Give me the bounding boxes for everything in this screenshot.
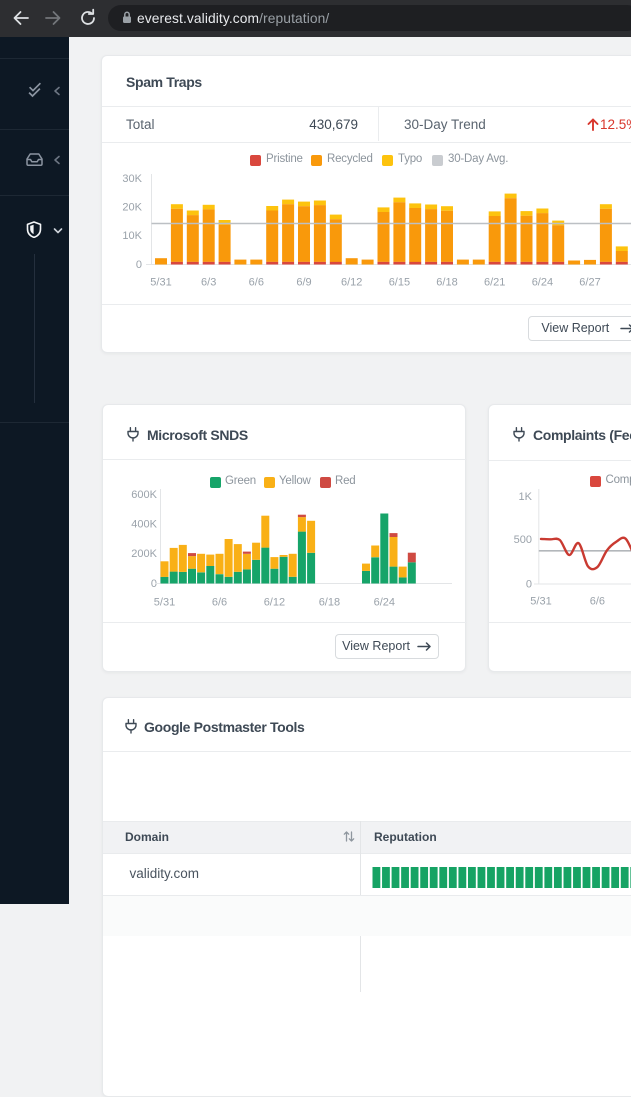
svg-text:6/6: 6/6 <box>249 277 264 289</box>
svg-text:20K: 20K <box>122 202 142 214</box>
svg-text:6/3: 6/3 <box>201 277 216 289</box>
svg-text:6/24: 6/24 <box>532 277 553 289</box>
svg-text:6/9: 6/9 <box>296 277 311 289</box>
svg-text:6/12: 6/12 <box>341 277 362 289</box>
svg-text:5/31: 5/31 <box>150 277 171 289</box>
svg-text:30K: 30K <box>122 173 142 185</box>
svg-text:5/31: 5/31 <box>530 596 551 608</box>
svg-text:6/24: 6/24 <box>374 597 395 609</box>
svg-text:0: 0 <box>526 579 532 591</box>
svg-text:6/6: 6/6 <box>590 596 605 608</box>
svg-text:1K: 1K <box>519 491 533 503</box>
svg-text:500: 500 <box>514 534 532 546</box>
svg-text:6/18: 6/18 <box>319 597 340 609</box>
svg-text:0: 0 <box>136 259 142 271</box>
svg-text:10K: 10K <box>122 230 142 242</box>
svg-text:5/31: 5/31 <box>154 597 175 609</box>
svg-text:0: 0 <box>151 578 157 590</box>
svg-text:200K: 200K <box>131 548 157 560</box>
svg-text:400K: 400K <box>131 519 157 531</box>
svg-text:600K: 600K <box>131 489 157 501</box>
svg-text:6/6: 6/6 <box>212 597 227 609</box>
svg-text:6/15: 6/15 <box>389 277 410 289</box>
svg-text:6/27: 6/27 <box>579 277 600 289</box>
svg-text:6/18: 6/18 <box>436 277 457 289</box>
svg-text:6/12: 6/12 <box>264 597 285 609</box>
svg-text:6/21: 6/21 <box>484 277 505 289</box>
